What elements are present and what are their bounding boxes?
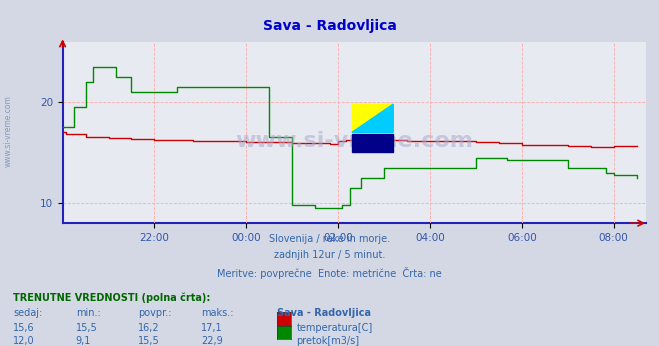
Text: www.si-vreme.com: www.si-vreme.com [235,131,473,152]
Text: maks.:: maks.: [201,308,233,318]
Text: Sava - Radovljica: Sava - Radovljica [262,19,397,33]
Text: zadnjih 12ur / 5 minut.: zadnjih 12ur / 5 minut. [273,250,386,260]
Text: 15,5: 15,5 [76,323,98,333]
Text: Sava - Radovljica: Sava - Radovljica [277,308,371,318]
Text: min.:: min.: [76,308,101,318]
Text: temperatura[C]: temperatura[C] [297,323,373,333]
Text: sedaj:: sedaj: [13,308,42,318]
Text: pretok[m3/s]: pretok[m3/s] [297,336,360,346]
Polygon shape [352,104,393,132]
Bar [352,134,393,152]
Text: 9,1: 9,1 [76,336,91,346]
Text: www.si-vreme.com: www.si-vreme.com [3,95,13,167]
Text: Meritve: povprečne  Enote: metrične  Črta: ne: Meritve: povprečne Enote: metrične Črta:… [217,267,442,279]
Text: povpr.:: povpr.: [138,308,172,318]
Text: 15,6: 15,6 [13,323,35,333]
Text: 16,2: 16,2 [138,323,160,333]
Text: Slovenija / reke in morje.: Slovenija / reke in morje. [269,234,390,244]
Text: 22,9: 22,9 [201,336,223,346]
Text: TRENUTNE VREDNOSTI (polna črta):: TRENUTNE VREDNOSTI (polna črta): [13,292,211,303]
Text: 15,5: 15,5 [138,336,160,346]
Polygon shape [352,104,393,132]
Text: 17,1: 17,1 [201,323,223,333]
Text: 12,0: 12,0 [13,336,35,346]
